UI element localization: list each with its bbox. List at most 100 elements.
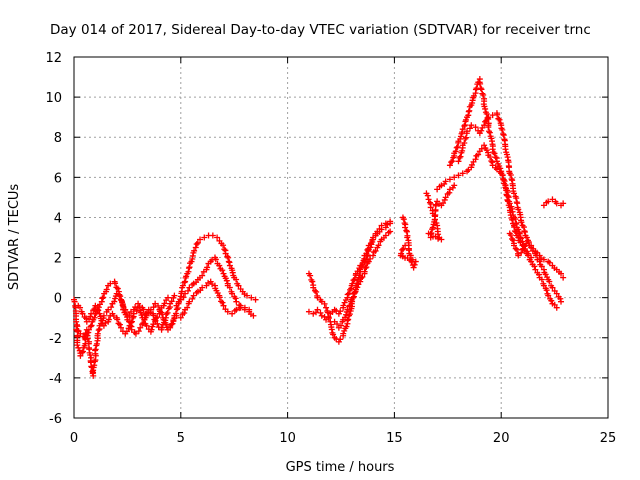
data-point-marker: [229, 310, 236, 317]
data-point-marker: [116, 321, 123, 328]
data-point-marker: [180, 294, 187, 301]
data-point-marker: [181, 310, 188, 317]
data-point-marker: [252, 296, 259, 303]
data-point-marker: [358, 275, 365, 282]
data-point-marker: [309, 278, 316, 285]
data-point-marker: [548, 297, 555, 304]
data-point-marker: [100, 312, 107, 319]
data-point-marker: [221, 246, 228, 253]
data-point-marker: [117, 324, 124, 331]
data-point-marker: [179, 282, 186, 289]
data-point-marker: [143, 311, 150, 318]
data-point-marker: [538, 276, 545, 283]
data-point-marker: [337, 336, 344, 343]
data-point-marker: [400, 245, 407, 252]
data-point-marker: [143, 322, 150, 329]
data-point-marker: [507, 172, 514, 179]
data-point-marker: [77, 352, 84, 359]
data-point-marker: [92, 302, 99, 309]
data-point-marker: [347, 302, 354, 309]
data-point-marker: [118, 298, 125, 305]
data-point-marker: [513, 246, 520, 253]
data-point-marker: [223, 277, 230, 284]
data-point-marker: [94, 330, 101, 337]
data-point-marker: [540, 256, 547, 263]
data-point-marker: [477, 85, 484, 92]
data-point-marker: [354, 284, 361, 291]
data-point-marker: [382, 232, 389, 239]
data-point-marker: [204, 264, 211, 271]
data-point-marker: [144, 309, 151, 316]
data-point-marker: [226, 284, 233, 291]
data-point-marker: [192, 244, 199, 251]
data-point-marker: [399, 246, 406, 253]
data-point-marker: [216, 262, 223, 269]
data-point-marker: [553, 200, 560, 207]
data-point-marker: [224, 308, 231, 315]
data-point-marker: [152, 318, 159, 325]
data-point-marker: [464, 128, 471, 135]
data-point-marker: [171, 292, 178, 299]
data-point-marker: [500, 130, 507, 137]
data-point-marker: [351, 289, 358, 296]
x-tick-label: 5: [177, 431, 185, 446]
data-point-marker: [311, 287, 318, 294]
plot-frame: [73, 56, 609, 419]
data-point-marker: [346, 303, 353, 310]
data-point-marker: [73, 318, 80, 325]
data-point-marker: [189, 295, 196, 302]
data-point-marker: [428, 230, 435, 237]
data-point-marker: [478, 127, 485, 134]
data-point-marker: [400, 216, 407, 223]
data-point-marker: [512, 245, 519, 252]
data-point-marker: [111, 298, 118, 305]
data-point-marker: [79, 349, 86, 356]
data-point-marker: [237, 302, 244, 309]
data-point-marker: [137, 324, 144, 331]
data-point-marker: [343, 311, 350, 318]
data-point-marker: [361, 268, 368, 275]
y-tick-label: -6: [49, 412, 62, 427]
y-tick-label: 0: [54, 292, 62, 307]
y-tick-label: -2: [49, 332, 62, 347]
data-points: [71, 76, 567, 379]
y-tick-label: 8: [54, 131, 62, 146]
data-point-marker: [372, 247, 379, 254]
data-point-marker: [246, 306, 253, 313]
y-tick-label: 10: [45, 91, 62, 106]
data-point-marker: [488, 158, 495, 165]
data-point-marker: [517, 239, 524, 246]
data-point-marker: [158, 324, 165, 331]
data-point-marker: [140, 306, 147, 313]
data-point-marker: [462, 116, 469, 123]
data-point-marker: [99, 295, 106, 302]
data-point-marker: [132, 304, 139, 311]
data-point-marker: [313, 288, 320, 295]
data-point-marker: [451, 174, 458, 181]
data-point-marker: [317, 309, 324, 316]
data-point-marker: [481, 142, 488, 149]
data-point-marker: [558, 270, 565, 277]
data-point-marker: [103, 286, 110, 293]
data-point-marker: [85, 326, 92, 333]
data-point-marker: [190, 292, 197, 299]
data-point-marker: [337, 322, 344, 329]
data-point-marker: [345, 290, 352, 297]
data-point-marker: [359, 273, 366, 280]
x-tick-label: 0: [70, 431, 78, 446]
data-point-marker: [118, 297, 125, 304]
data-point-marker: [427, 231, 434, 238]
data-point-marker: [472, 124, 479, 131]
data-point-marker: [323, 304, 330, 311]
data-point-marker: [483, 117, 490, 124]
data-point-marker: [511, 228, 518, 235]
data-point-marker: [486, 129, 493, 136]
data-point-marker: [96, 310, 103, 317]
data-point-marker: [387, 228, 394, 235]
data-point-marker: [305, 308, 312, 315]
data-point-marker: [363, 253, 370, 260]
data-point-marker: [384, 221, 391, 228]
data-point-marker: [325, 314, 332, 321]
data-point-marker: [519, 246, 526, 253]
data-point-marker: [403, 227, 410, 234]
